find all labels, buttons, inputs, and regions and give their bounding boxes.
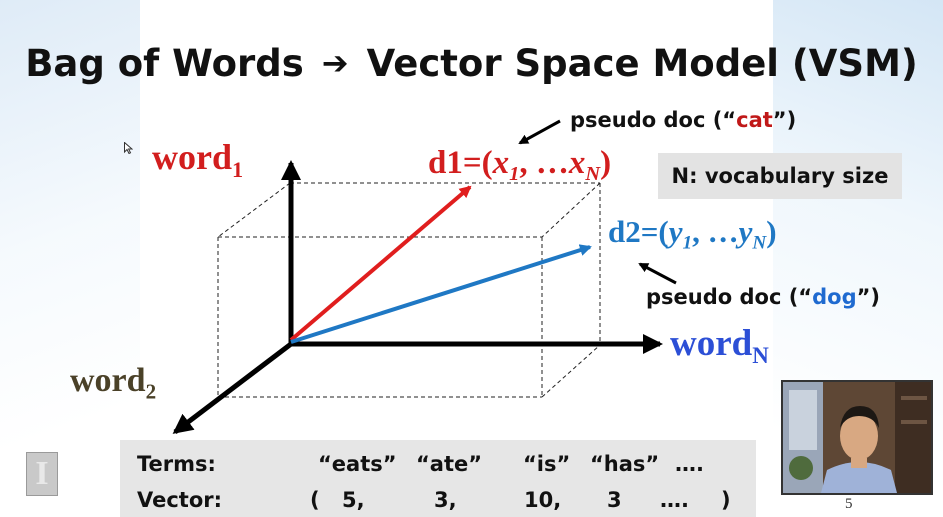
- dashed-box: [217, 182, 601, 398]
- background-decoration-left: [0, 0, 140, 517]
- axis-label-word2: word2: [70, 362, 157, 404]
- vector-value-has: 3: [607, 488, 622, 512]
- vector-d1: [289, 185, 472, 342]
- mouse-pointer-icon: [124, 142, 133, 154]
- vector-label: Vector:: [137, 488, 223, 512]
- vector-close-paren: ): [721, 488, 731, 512]
- title-right: Vector Space Model (VSM): [366, 42, 918, 85]
- term-has: “has”: [590, 452, 660, 476]
- slide-title: Bag of Words ➔ Vector Space Model (VSM): [0, 42, 943, 85]
- vector-value-ellipsis: ….: [660, 488, 689, 512]
- vector-open-paren: (: [310, 488, 320, 512]
- university-logo-icon: I: [26, 452, 58, 496]
- vector-value-eats: 5,: [342, 488, 365, 512]
- axis-word2: [172, 342, 293, 434]
- vector-d2: [290, 244, 592, 344]
- pointer-arrow-cat: [518, 119, 561, 145]
- vector-label-d2: d2=(y1, …yN): [608, 214, 777, 254]
- axis-label-wordN: wordN: [670, 323, 769, 369]
- term-is: “is”: [523, 452, 571, 476]
- presenter-video-feed: [781, 380, 933, 495]
- vector-label-d1: d1=(x1, …xN): [428, 145, 612, 186]
- vocabulary-size-note: N: vocabulary size: [658, 153, 902, 199]
- pointer-arrow-dog: [638, 262, 677, 285]
- page-number: 5: [845, 496, 853, 512]
- term-ate: “ate”: [416, 452, 483, 476]
- title-left: Bag of Words: [25, 42, 304, 85]
- terms-label: Terms:: [137, 452, 216, 476]
- term-ellipsis: ….: [675, 452, 704, 476]
- annotation-cat: pseudo doc (“cat”): [570, 108, 797, 132]
- vector-value-is: 10,: [524, 488, 562, 512]
- term-eats: “eats”: [318, 452, 397, 476]
- arrow-right-icon: ➔: [321, 44, 349, 82]
- annotation-dog: pseudo doc (“dog”): [646, 285, 881, 309]
- vector-value-ate: 3,: [434, 488, 457, 512]
- axis-label-word1: word1: [152, 137, 244, 182]
- term-vector-table: Terms: “eats” “ate” “is” “has” …. Vector…: [120, 440, 756, 517]
